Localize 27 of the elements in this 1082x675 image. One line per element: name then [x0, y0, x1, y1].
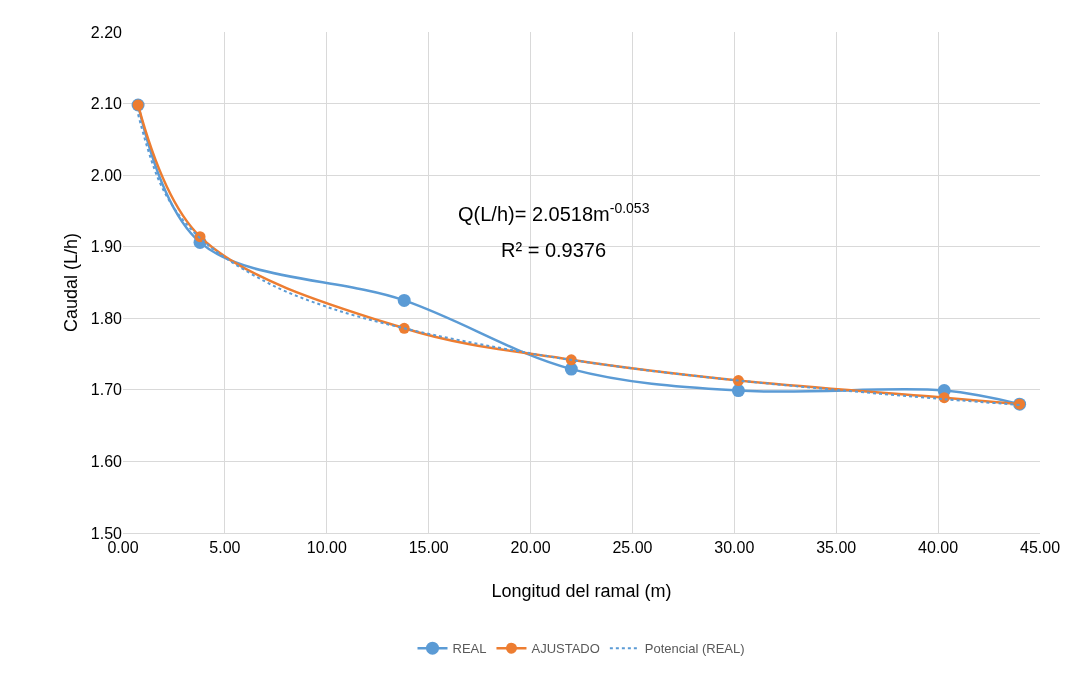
annotation: Q(L/h)= 2.0518m$^{-0.053}$ — [458, 200, 650, 226]
y-tick-label: 1.70 — [90, 381, 123, 399]
point — [397, 293, 411, 307]
x-tick-label: 5.00 — [209, 539, 241, 557]
x-tick-label: 0.00 — [107, 539, 139, 557]
y-tick-label: 2.10 — [90, 95, 123, 113]
x-tick-label: 35.00 — [816, 539, 857, 557]
x-tick-label: 45.00 — [1019, 539, 1061, 557]
x-axis-title: Longitud del ramal (m) — [491, 581, 672, 601]
x-tick-label: 15.00 — [408, 539, 449, 557]
legend-label: Potencial (REAL) — [644, 641, 745, 657]
legend-label: AJUSTADO — [531, 641, 600, 657]
y-tick-label: 1.80 — [90, 309, 123, 327]
y-tick-label: 1.60 — [90, 453, 123, 471]
legend-label: REAL — [452, 641, 487, 657]
annotation: R² = 0.9376 — [501, 239, 607, 261]
x-tick-label: 25.00 — [612, 539, 653, 557]
y-tick-label: 1.90 — [90, 238, 123, 256]
x-tick-label: 10.00 — [306, 539, 347, 557]
y-axis-title: Caudal (L/h) — [61, 232, 81, 333]
y-tick-label: 2.20 — [90, 23, 123, 41]
y-tick-label: 1.50 — [90, 524, 123, 542]
point — [731, 384, 745, 398]
x-tick-label: 40.00 — [918, 539, 959, 557]
x-tick-label: 30.00 — [714, 539, 755, 557]
y-tick-label: 2.00 — [90, 166, 123, 184]
x-tick-label: 20.00 — [510, 539, 551, 557]
